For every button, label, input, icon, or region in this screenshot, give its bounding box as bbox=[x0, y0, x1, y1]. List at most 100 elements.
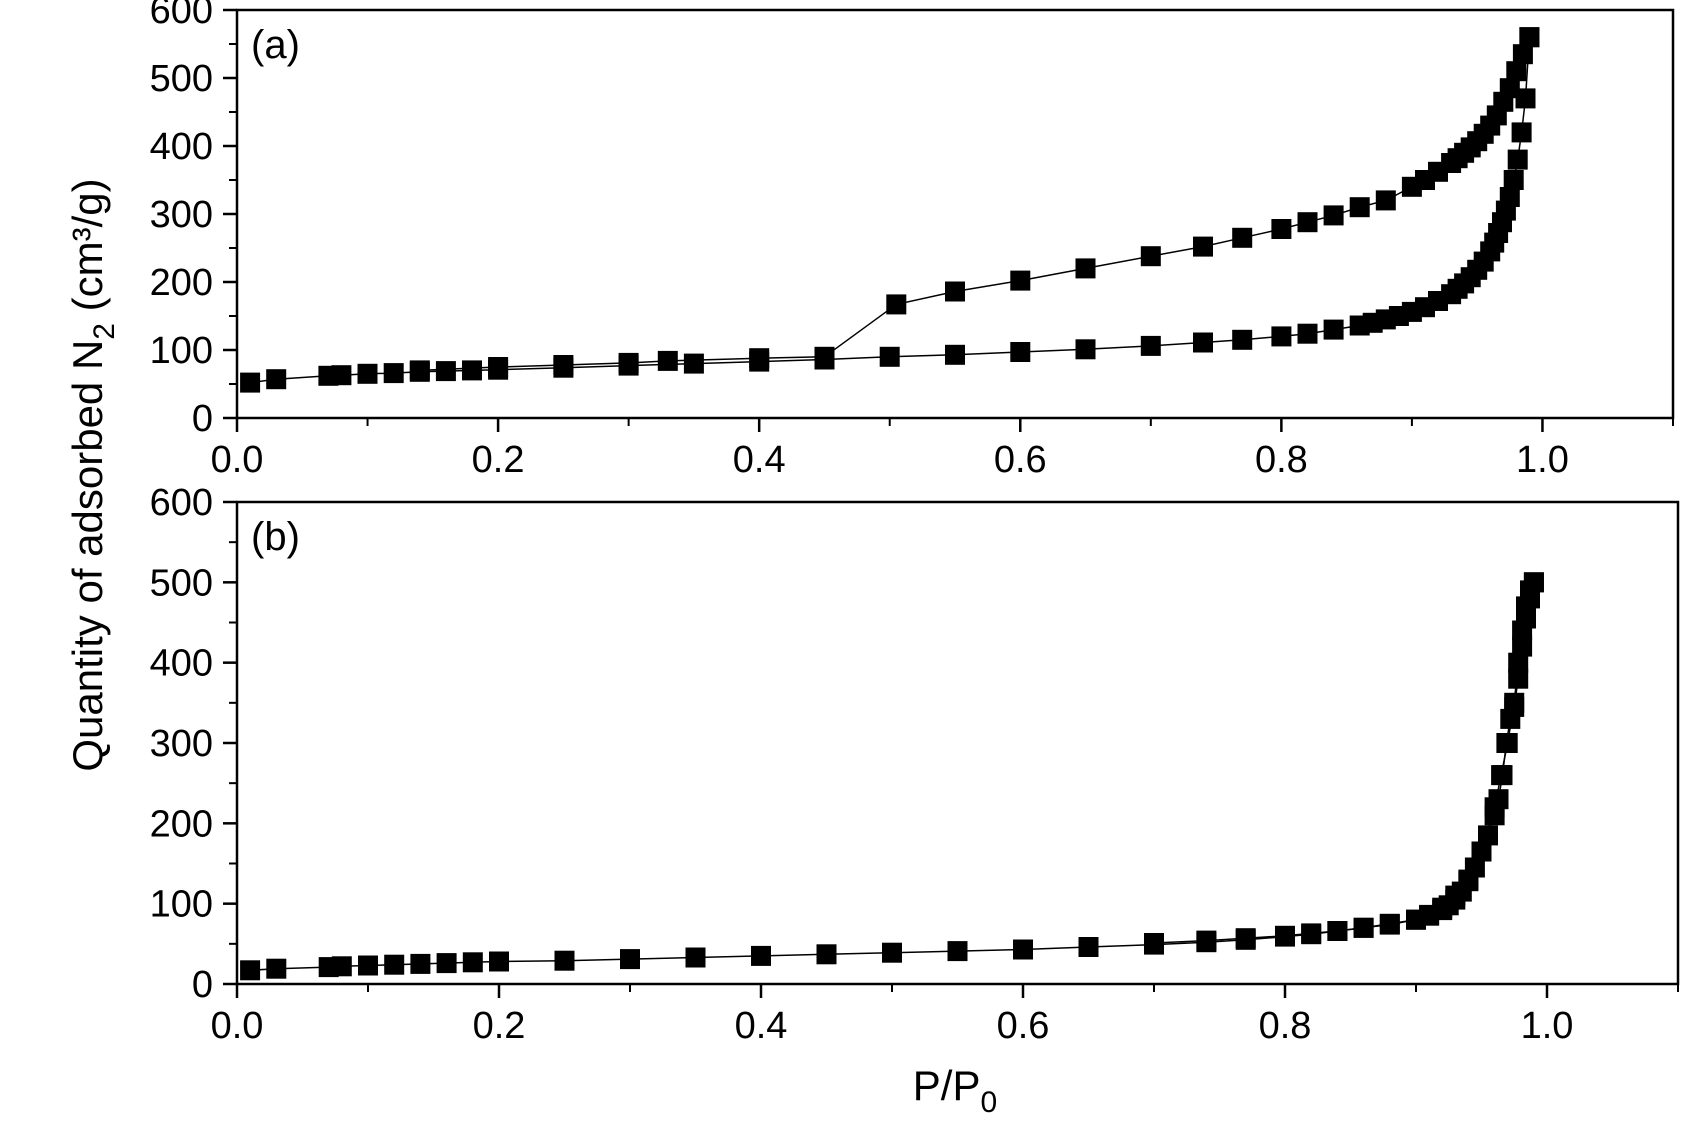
data-point-square bbox=[685, 947, 706, 968]
data-point-square bbox=[553, 355, 574, 375]
data-point-square bbox=[1499, 187, 1520, 207]
y-tick-label: 0 bbox=[192, 964, 213, 1006]
y-tick-label: 300 bbox=[150, 194, 213, 236]
data-point-square bbox=[554, 950, 575, 971]
data-point-square bbox=[1297, 212, 1318, 233]
x-tick-label: 0.0 bbox=[211, 439, 264, 481]
data-point-square bbox=[1523, 572, 1544, 593]
y-tick-label: 500 bbox=[150, 58, 213, 100]
data-point-square bbox=[266, 369, 287, 390]
data-point-square bbox=[1010, 270, 1031, 291]
data-point-square bbox=[1323, 319, 1344, 340]
data-point-square bbox=[1301, 923, 1322, 944]
data-point-square bbox=[816, 944, 837, 965]
data-point-square bbox=[1496, 733, 1517, 753]
data-point-square bbox=[384, 954, 405, 975]
data-point-square bbox=[1075, 258, 1096, 279]
data-point-square bbox=[1511, 122, 1532, 143]
data-point-square bbox=[410, 953, 431, 974]
y-tick-label: 0 bbox=[192, 398, 213, 440]
data-point-square bbox=[1406, 909, 1426, 930]
x-tick-label: 1.0 bbox=[1516, 439, 1569, 481]
data-point-square bbox=[1516, 608, 1536, 629]
data-point-square bbox=[1508, 668, 1529, 689]
data-point-square bbox=[1232, 329, 1253, 350]
panel-label: (a) bbox=[251, 23, 300, 67]
data-point-square bbox=[1353, 917, 1374, 938]
data-point-square bbox=[357, 363, 378, 384]
data-point-square bbox=[1484, 805, 1505, 826]
data-point-square bbox=[1271, 326, 1292, 347]
data-point-square bbox=[749, 348, 770, 369]
data-point-square bbox=[488, 357, 509, 377]
data-point-square bbox=[886, 294, 907, 315]
data-point-square bbox=[435, 361, 456, 382]
data-point-square bbox=[1349, 197, 1370, 218]
x-axis-title: P/P0 bbox=[913, 1062, 997, 1119]
data-point-square bbox=[240, 372, 261, 393]
y-tick-label: 600 bbox=[150, 0, 213, 32]
data-point-square bbox=[1235, 928, 1256, 949]
data-point-square bbox=[945, 281, 965, 302]
data-point-square bbox=[1401, 176, 1422, 197]
y-tick-label: 300 bbox=[150, 723, 213, 765]
data-point-square bbox=[1379, 913, 1400, 934]
y-tick-label: 200 bbox=[150, 262, 213, 304]
x-tick-label: 0.2 bbox=[473, 1005, 526, 1047]
data-point-square bbox=[1520, 588, 1540, 609]
data-point-square bbox=[462, 360, 482, 381]
x-tick-label: 0.4 bbox=[733, 439, 786, 481]
y-tick-label: 100 bbox=[150, 884, 213, 926]
x-tick-label: 0.0 bbox=[211, 1005, 264, 1047]
data-point-square bbox=[1297, 323, 1318, 344]
x-tick-label: 0.6 bbox=[994, 439, 1047, 481]
data-point-square bbox=[240, 960, 261, 981]
data-point-square bbox=[683, 353, 704, 374]
data-point-square bbox=[1140, 335, 1161, 356]
data-point-square bbox=[1507, 149, 1528, 170]
data-point-square bbox=[1512, 44, 1533, 65]
data-point-square bbox=[1500, 708, 1521, 729]
data-point-square bbox=[1323, 205, 1344, 226]
data-point-square bbox=[1275, 925, 1295, 946]
data-point-square bbox=[1144, 933, 1164, 953]
data-point-square bbox=[436, 953, 457, 974]
y-tick-label: 500 bbox=[150, 562, 213, 604]
data-point-square bbox=[383, 363, 404, 384]
panel-label: (b) bbox=[251, 515, 300, 559]
data-point-square bbox=[1010, 342, 1031, 362]
x-tick-label: 1.0 bbox=[1521, 1005, 1574, 1047]
data-point-square bbox=[1140, 246, 1161, 267]
y-tick-label: 100 bbox=[150, 330, 213, 372]
data-point-square bbox=[879, 346, 900, 367]
data-point-square bbox=[1271, 219, 1292, 239]
panel-b-chart: 0.0 0.2 0.4 0.6 0.8 1.0 0 100 200 300 400 500 600 (b) bbox=[150, 482, 1680, 1047]
data-point-square bbox=[1232, 227, 1253, 248]
y-axis-title: Quantity of adsorbed N2 (cm³/g) bbox=[64, 178, 121, 771]
data-point-square bbox=[409, 360, 430, 381]
data-point-square bbox=[620, 949, 640, 970]
data-point-square bbox=[1196, 930, 1217, 951]
data-point-square bbox=[1078, 937, 1099, 957]
data-point-square bbox=[1488, 789, 1509, 810]
data-point-square bbox=[1492, 765, 1513, 786]
data-point-square bbox=[266, 958, 287, 979]
data-point-square bbox=[1193, 236, 1213, 257]
data-point-square bbox=[358, 955, 378, 976]
y-tick-label: 200 bbox=[150, 803, 213, 845]
x-tick-label: 0.8 bbox=[1259, 1005, 1312, 1047]
y-tick-label: 400 bbox=[150, 643, 213, 685]
panel-a-chart: 0.0 0.2 0.4 0.6 0.8 1.0 0 100 200 300 400 500 600 (a) bbox=[150, 0, 1675, 481]
data-point-square bbox=[1515, 88, 1536, 109]
y-tick-label: 600 bbox=[150, 482, 213, 524]
data-point-square bbox=[1512, 636, 1533, 657]
data-point-square bbox=[331, 956, 352, 977]
data-point-square bbox=[814, 346, 835, 367]
data-point-square bbox=[947, 941, 968, 962]
data-point-square bbox=[1471, 841, 1492, 862]
data-point-square bbox=[882, 942, 902, 963]
data-point-square bbox=[1478, 825, 1498, 846]
x-tick-label: 0.4 bbox=[735, 1005, 788, 1047]
data-point-square bbox=[1506, 61, 1527, 82]
